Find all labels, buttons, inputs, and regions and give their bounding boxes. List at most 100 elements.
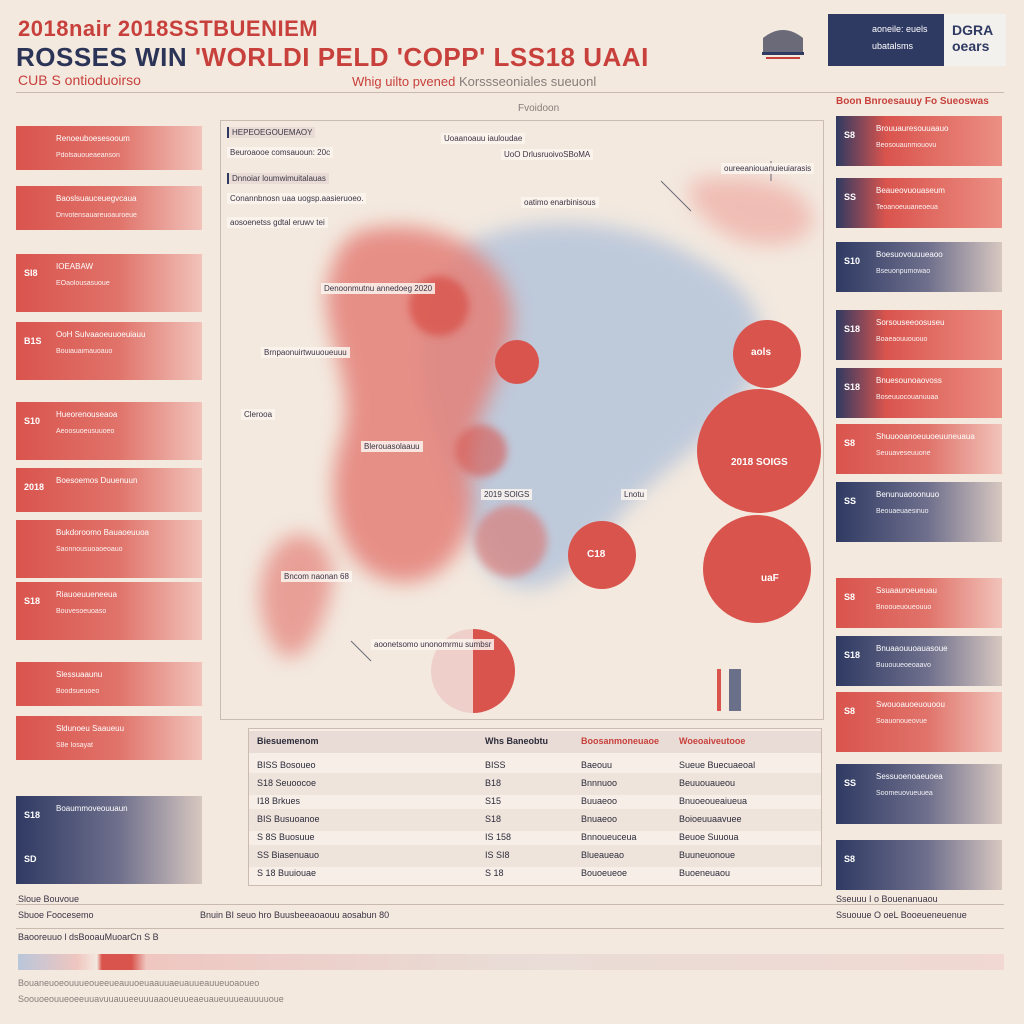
header-box-label-2: ubatalsms — [872, 41, 914, 51]
table-cell: BISS — [485, 760, 506, 770]
left-bar-title: Hueorenouseaoa — [56, 410, 118, 419]
table-cell: Buoeneuaou — [679, 868, 731, 878]
table-cell: S18 — [485, 814, 502, 824]
leader-line — [350, 640, 372, 662]
center-heading: Fvoidoon — [518, 103, 560, 114]
mini-bar-navy — [729, 669, 741, 711]
left-bar-subtitle: Bouvesoeuoaso — [56, 608, 107, 615]
map-bubble-mid — [568, 521, 636, 589]
left-bar-number: S18 — [24, 596, 41, 606]
table-cell: Beuuouaueou — [679, 778, 736, 788]
right-bar-number: S10 — [844, 256, 861, 266]
map-hotspot-4 — [475, 505, 547, 577]
right-bar-item: SS Beaueovuouaseum Teoanoeuuaneoeua — [836, 178, 1002, 228]
map-region-red-south — [260, 534, 333, 658]
header-badge: DGRA oears — [944, 14, 1006, 66]
table-cell: S18 Seuoocoe — [257, 778, 317, 788]
right-bar-subtitle: Seuuaveseuuone — [876, 450, 931, 457]
page-title-line-2: ROSSES WIN 'WORLDI PELD 'COPP' LSS18 UAA… — [16, 42, 649, 73]
left-bar-title: Boaummoveouuaun — [56, 804, 128, 813]
table-cell: Baeouu — [581, 760, 613, 770]
right-bar-number: SS — [844, 778, 857, 788]
left-bar-item: S10 Hueorenouseaoa Aeoosuoeusuuoeo — [16, 402, 202, 460]
left-bar-title: Slessuaaunu — [56, 670, 103, 679]
left-bar-title: Boesoemos Duuenuun — [56, 476, 138, 485]
footer-bottom-3: Soouoeouueoeeuuavuuauueeuuuaaoueuueaeuau… — [18, 994, 284, 1004]
circle-label: aols — [751, 347, 772, 358]
left-bar-item: S18 Boaummoveouuaun — [16, 796, 202, 840]
right-bar-number: SS — [844, 192, 857, 202]
left-bar-number: Sl8 — [24, 268, 38, 278]
map-callout: oureeaniouanuieuiarasis — [721, 163, 815, 174]
table-cell: S 18 — [485, 868, 504, 878]
right-bar-number: S8 — [844, 438, 856, 448]
map-callout: oatimo enarbinisous — [521, 197, 599, 208]
right-bar-number: S8 — [844, 130, 856, 140]
mini-pie-slice — [473, 629, 515, 713]
footer-right-1: Sseuuu I o Bouenanuaou — [836, 894, 938, 904]
left-bar-number: 2018 — [24, 482, 45, 492]
right-bar-subtitle: Boaeaouuououo — [876, 336, 928, 343]
right-bar-title: Sorsouseeoosuseu — [876, 318, 945, 327]
map-callout: Bncom naonan 68 — [281, 571, 352, 582]
footer-progress-strip — [18, 954, 1004, 970]
left-bar-title: Baoslsuauceuegvcaua — [56, 194, 137, 203]
right-bar-subtitle: Buuouueoeoaavo — [876, 662, 931, 669]
right-bar-subtitle: Soauonoueovue — [876, 718, 927, 725]
footer-right-2: Ssuouue O oeL Booeueneuenue — [836, 910, 967, 920]
left-bar-title: OoH Sulvaaoeuuoeuiauu — [56, 330, 146, 339]
left-bar-number: SD — [24, 854, 37, 864]
map-callout: aosoenetss gdtal eruwv tei — [227, 217, 328, 228]
left-bar-item: S18 Riauoeuueneeua Bouvesoeuoaso — [16, 582, 202, 640]
table-cell: B18 — [485, 778, 502, 788]
map-bubble-medium — [703, 515, 811, 623]
map-callout: Denoonmutnu annedoeg 2020 — [321, 283, 436, 294]
table-cell: Boioeuuaavuee — [679, 814, 742, 824]
table-row: BIS Busuoanoe S18 Bnuaeoo Boioeuuaavuee — [249, 809, 821, 831]
left-bar-subtitle: EOaolousasuoue — [56, 280, 110, 287]
left-bar-subtitle: Pdolsauoueaeanson — [56, 152, 120, 159]
mini-bar-red — [717, 669, 721, 711]
left-bar-item: Renoeuboesesooum Pdolsauoueaeanson — [16, 126, 202, 170]
page-title-part-a: ROSSES WIN — [16, 42, 195, 72]
map-callout: Blerouasolaauu — [361, 441, 423, 452]
map-callout: 2019 SOIGS — [481, 489, 533, 500]
right-bar-subtitle: Beosouaunmouovu — [876, 142, 937, 149]
left-bar-title: Sldunoeu Saaueuu — [56, 724, 125, 733]
left-bar-item: Bukdoroomo Bauaoeuuoa Saonnousuoaoeoauo — [16, 520, 202, 578]
table-header-cell: Boosanmoneuaoe — [581, 736, 660, 746]
table-cell: Bnnnuoo — [581, 778, 618, 788]
right-bar-number: S8 — [844, 854, 856, 864]
map-callout: Clerooa — [241, 409, 276, 420]
left-bar-item: Sl8 IOEABAW EOaolousasuoue — [16, 254, 202, 312]
right-bar-number: S8 — [844, 706, 856, 716]
left-bar-item: B1S OoH Sulvaaoeuuoeuiauu Bouiauaimauoauo — [16, 322, 202, 380]
right-bar-title: Bnuesounoaovoss — [876, 376, 942, 385]
right-bar-title: Bnuaaouuoauasoue — [876, 644, 948, 653]
right-bar-number: SS — [844, 496, 857, 506]
circle-label: 2018 SOIGS — [731, 457, 788, 468]
right-bar-title: Benunuaooonuuo — [876, 490, 940, 499]
map-hotspot-3 — [455, 425, 507, 477]
map-callout: aoonetsomo unonomrmu sumbsr — [371, 639, 495, 650]
right-bar-item: SS Benunuaooonuuo Beouaeuaesinuo — [836, 482, 1002, 542]
table-cell: Buuaeoo — [581, 796, 618, 806]
right-bar-item: S8 Swouoauoeuouoou Soauonoueovue — [836, 692, 1002, 752]
subtitle-center-a: Whig uilto pvened — [352, 74, 456, 89]
table-row: S 8S Buosuue IS 158 Bnnoueuceua Beuoe Suuou… — [249, 827, 821, 849]
table-row: BISS Bosoueo BISS Baeouu Sueue Buecuaeoal — [249, 755, 821, 777]
footer-left-2: Sbuoe Foocesemo — [18, 910, 94, 920]
left-bar-item: 2018 Boesoemos Duuenuun — [16, 468, 202, 512]
map-callout: Lnotu — [621, 489, 648, 500]
left-bar-item: Baoslsuauceuegvcaua Dnvotensauareuoauroeu… — [16, 186, 202, 230]
table-cell: SS Biasenuauo — [257, 850, 320, 860]
page-title-part-b: 'WORLDI PELD 'COPP' LSS18 UAAI — [194, 42, 649, 72]
table-row: S18 Seuoocoe B18 Bnnnuoo Beuuouaueou — [249, 773, 821, 795]
left-bar-subtitle: S8e Iosayat — [56, 742, 93, 749]
right-bar-title: Swouoauoeuouoou — [876, 700, 945, 709]
left-bar-subtitle: Aeoosuoeusuuoeo — [56, 428, 115, 435]
left-bar-item: SD — [16, 840, 202, 884]
table-cell: BIS Busuoanoe — [257, 814, 320, 824]
right-bar-item: S10 Boesuovouuueaoo Bseuonpumowao — [836, 242, 1002, 292]
table-row: S 18 Buuiouae S 18 Bouoeueoe Buoeneuaou — [249, 863, 821, 885]
